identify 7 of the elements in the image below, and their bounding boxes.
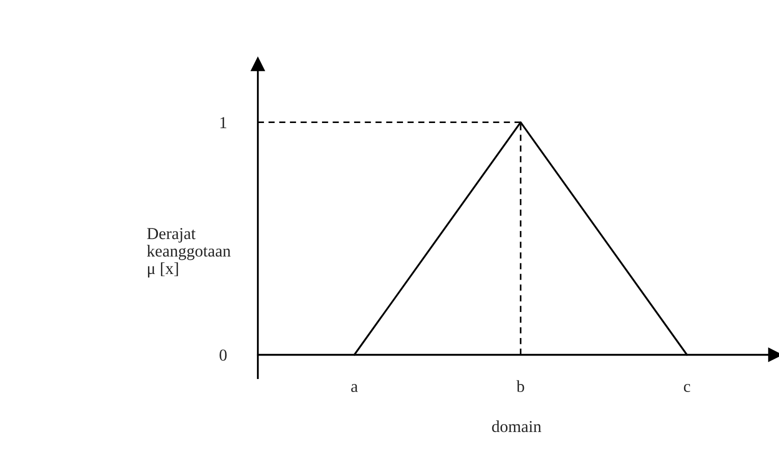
x-tick-label: c: [684, 384, 690, 392]
x-axis-title: domain: [492, 420, 542, 432]
y-tick-label: 1: [220, 117, 226, 128]
y-axis-title: Derajat keanggotaan μ [x]: [146, 228, 231, 278]
x-tick-label: a: [351, 384, 358, 392]
x-tick-label: b: [516, 380, 524, 392]
y-tick-label: 0: [220, 349, 227, 361]
